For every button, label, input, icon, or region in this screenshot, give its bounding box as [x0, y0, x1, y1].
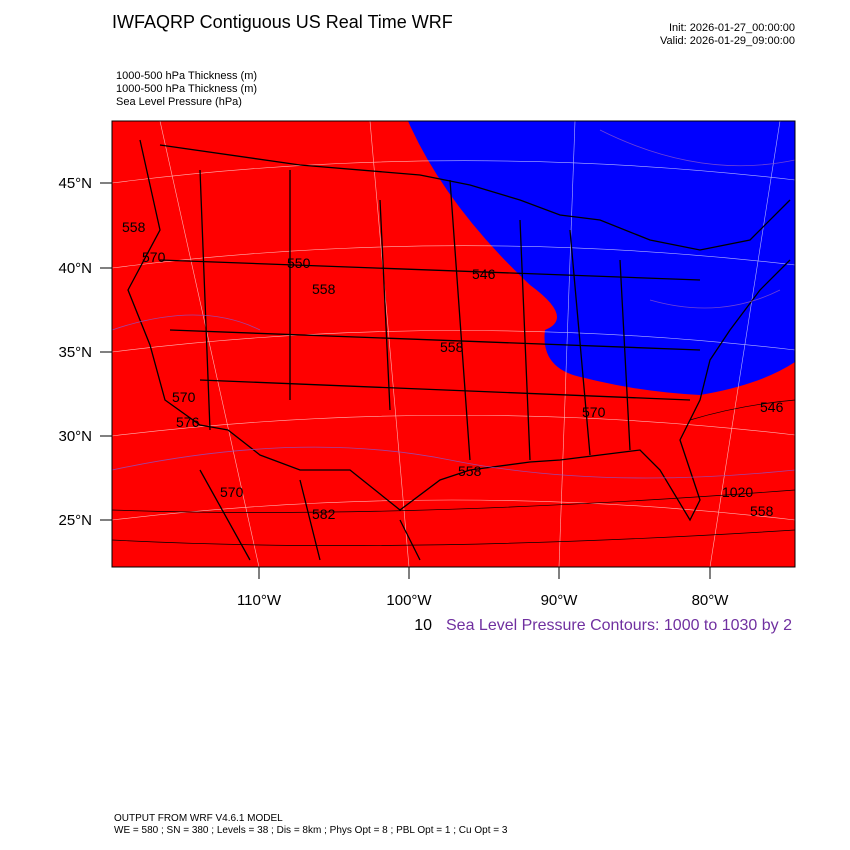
- lon-label: 110°W: [237, 592, 282, 609]
- lon-label: 100°W: [386, 592, 432, 609]
- pressure-contours: [112, 129, 795, 479]
- lat-label: 30°N: [58, 428, 92, 445]
- lon-label: 90°W: [541, 592, 579, 609]
- boundaries: [127, 139, 791, 561]
- contour-label: 546: [472, 266, 496, 282]
- title: IWFAQRP Contiguous US Real Time WRF: [112, 12, 453, 32]
- contour-label: 558: [458, 463, 482, 479]
- map-frame: [111, 120, 796, 568]
- contour-label: 558: [440, 339, 464, 355]
- contour-label: 550: [287, 255, 311, 271]
- graticule: [112, 121, 795, 567]
- contour-label: 570: [220, 484, 244, 500]
- init-time: Init: 2026-01-27_00:00:00: [669, 22, 795, 34]
- contour-label: 1020: [722, 484, 753, 500]
- contour-label: 570: [172, 389, 196, 405]
- contour-label: 570: [582, 404, 606, 420]
- field-label: 1000-500 hPa Thickness (m): [116, 83, 257, 95]
- valid-time: Valid: 2026-01-29_09:00:00: [660, 35, 795, 47]
- field-label: Sea Level Pressure (hPa): [116, 96, 242, 108]
- lon-label: 80°W: [692, 592, 730, 609]
- contour-label: 546: [760, 399, 784, 415]
- contour-label: 576: [176, 414, 200, 430]
- cold-region: [408, 121, 795, 395]
- contour-label: 558: [312, 281, 336, 297]
- map: [112, 121, 795, 567]
- contour-label: 558: [750, 503, 774, 519]
- thickness-contours: [112, 399, 795, 546]
- contour-label: 558: [122, 219, 146, 235]
- footer-line: WE = 580 ; SN = 380 ; Levels = 38 ; Dis …: [114, 825, 508, 836]
- contour-overlap: 10: [414, 617, 432, 634]
- lat-label: 35°N: [58, 344, 92, 361]
- contour-info: Sea Level Pressure Contours: 1000 to 103…: [446, 617, 792, 634]
- lat-label: 25°N: [58, 512, 92, 529]
- footer-line: OUTPUT FROM WRF V4.6.1 MODEL: [114, 813, 283, 824]
- field-label: 1000-500 hPa Thickness (m): [116, 70, 257, 82]
- lat-label: 40°N: [58, 260, 92, 277]
- contour-label: 582: [312, 506, 336, 522]
- lat-label: 45°N: [58, 175, 92, 192]
- contour-label: 570: [142, 249, 166, 265]
